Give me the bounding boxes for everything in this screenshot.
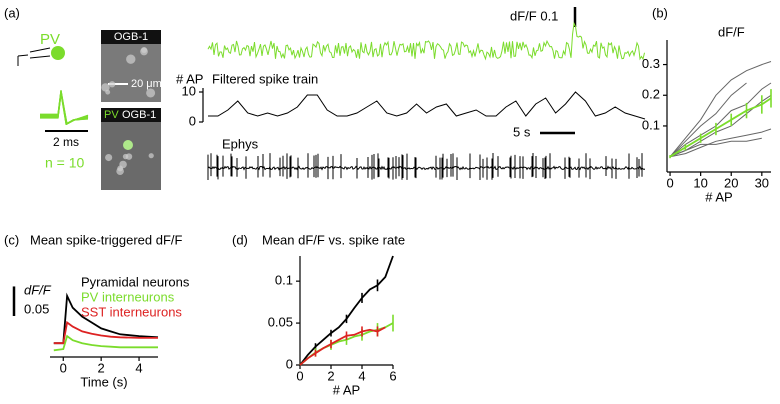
cell — [108, 81, 116, 88]
series-line — [53, 334, 158, 352]
image-label: OGB-1 — [122, 109, 156, 121]
cell-label: PV — [40, 31, 60, 48]
image-label-bg — [101, 108, 161, 122]
series-line — [670, 128, 772, 158]
cell-body — [51, 46, 65, 60]
scale-label: 0.05 — [24, 301, 49, 316]
x-tick-label: 0 — [666, 175, 673, 190]
trace-title: Filtered spike train — [212, 71, 318, 86]
x-tick-label: 20 — [724, 175, 738, 190]
series-line — [53, 320, 158, 345]
x-tick-label: 6 — [389, 368, 396, 383]
y-tick-label: 10 — [182, 83, 196, 98]
x-tick-label: 2 — [98, 360, 105, 375]
axis-label: # AP — [176, 71, 203, 86]
raw-trace — [207, 21, 645, 61]
cell — [126, 54, 136, 64]
image-label: PV — [104, 109, 119, 121]
x-tick-label: 0 — [60, 360, 67, 375]
scale-label: dF/F — [24, 282, 52, 297]
spike-train — [208, 91, 646, 120]
series-line — [299, 255, 394, 366]
cell — [116, 167, 124, 176]
series-line — [299, 326, 386, 366]
y-tick-label: 0.1 — [642, 117, 660, 132]
x-axis-label: Time (s) — [80, 374, 127, 389]
x-tick-label: 0 — [296, 368, 303, 383]
image-label: OGB-1 — [114, 31, 148, 43]
x-tick-label: 2 — [327, 368, 334, 383]
cell — [148, 153, 154, 159]
waveforms — [40, 90, 89, 125]
x-tick-label: 30 — [755, 175, 769, 190]
chart-title: Mean spike-triggered dF/F — [30, 232, 183, 247]
y-tick-label: 0.2 — [642, 87, 660, 102]
cell — [101, 83, 110, 92]
x-tick-label: 4 — [135, 360, 142, 375]
series-line — [669, 61, 772, 158]
legend-entry: Pyramidal neurons — [81, 274, 190, 289]
scale-label: 20 μm — [131, 78, 162, 90]
panel-label: (c) — [4, 232, 19, 247]
series-line — [669, 97, 772, 158]
panel-label: (d) — [232, 232, 248, 247]
cell — [105, 153, 113, 162]
x-axis-label: # AP — [333, 382, 360, 397]
cell — [141, 46, 148, 54]
trace-label: Ephys — [222, 136, 259, 151]
series-line — [669, 82, 747, 158]
y-tick-label: 0.05 — [268, 315, 293, 330]
cell — [122, 153, 129, 160]
scale-label: dF/F 0.1 — [510, 8, 558, 23]
y-tick-label: 0.1 — [275, 273, 293, 288]
panel-label: (b) — [652, 5, 668, 20]
panel-label: (a) — [4, 5, 20, 20]
cells — [101, 46, 156, 176]
cell — [146, 88, 156, 98]
cell — [119, 160, 127, 169]
x-tick-label: 4 — [358, 368, 365, 383]
waveform — [40, 93, 89, 125]
scale-label: 2 ms — [53, 135, 79, 149]
electrode — [17, 47, 51, 66]
cell — [123, 140, 133, 150]
series-line — [53, 292, 159, 345]
y-tick-label: 0 — [189, 113, 196, 128]
chart-title: dF/F — [718, 24, 745, 39]
series-line — [669, 82, 772, 158]
chart-title: Mean dF/F vs. spike rate — [262, 232, 405, 247]
image-label-bg — [101, 30, 161, 44]
legend-entry: PV interneurons — [81, 289, 175, 304]
ephys-trace — [207, 153, 646, 180]
x-tick-label: 10 — [693, 175, 707, 190]
legend-entry: SST interneurons — [81, 304, 182, 319]
y-tick-label: 0.3 — [642, 56, 660, 71]
scale-label: 5 s — [513, 124, 531, 139]
y-tick-label: 0 — [286, 356, 293, 371]
x-axis-label: # AP — [705, 189, 732, 204]
n-label: n = 10 — [45, 155, 85, 171]
